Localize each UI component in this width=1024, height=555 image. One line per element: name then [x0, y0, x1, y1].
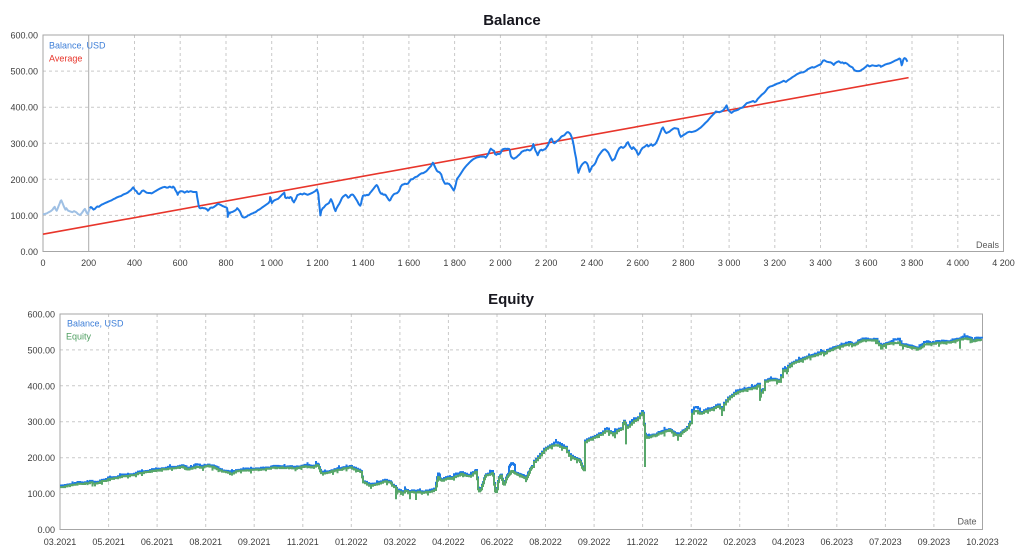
svg-text:04.2022: 04.2022: [432, 537, 465, 547]
svg-text:0.00: 0.00: [37, 525, 55, 535]
svg-text:2 600: 2 600: [626, 258, 649, 268]
svg-text:09.2021: 09.2021: [238, 537, 271, 547]
svg-text:1 200: 1 200: [306, 258, 329, 268]
svg-text:300.00: 300.00: [27, 417, 55, 427]
svg-text:05.2021: 05.2021: [92, 537, 125, 547]
svg-text:200.00: 200.00: [10, 175, 38, 185]
svg-text:3 600: 3 600: [855, 258, 878, 268]
svg-text:300.00: 300.00: [10, 139, 38, 149]
svg-text:2 800: 2 800: [672, 258, 695, 268]
svg-text:Equity: Equity: [66, 332, 92, 342]
svg-text:0.00: 0.00: [20, 247, 38, 257]
svg-text:1 600: 1 600: [398, 258, 421, 268]
svg-text:01.2022: 01.2022: [335, 537, 368, 547]
svg-text:Deals: Deals: [976, 240, 1000, 250]
svg-text:Equity: Equity: [488, 291, 534, 308]
svg-text:06.2023: 06.2023: [821, 537, 854, 547]
svg-text:100.00: 100.00: [27, 489, 55, 499]
svg-text:3 800: 3 800: [901, 258, 924, 268]
svg-text:03.2021: 03.2021: [44, 537, 77, 547]
svg-text:11.2021: 11.2021: [287, 537, 319, 547]
svg-text:4 000: 4 000: [947, 258, 970, 268]
svg-text:3 200: 3 200: [764, 258, 787, 268]
svg-text:09.2022: 09.2022: [578, 537, 611, 547]
svg-text:08.2021: 08.2021: [189, 537, 222, 547]
svg-text:Balance, USD: Balance, USD: [49, 41, 106, 51]
svg-text:200: 200: [81, 258, 96, 268]
svg-text:04.2023: 04.2023: [772, 537, 805, 547]
svg-text:10.2023: 10.2023: [966, 537, 999, 547]
svg-text:800: 800: [218, 258, 233, 268]
svg-text:Balance, USD: Balance, USD: [67, 319, 124, 329]
svg-text:Average: Average: [49, 54, 82, 64]
svg-text:3 000: 3 000: [718, 258, 741, 268]
svg-text:0: 0: [40, 258, 45, 268]
svg-text:03.2022: 03.2022: [384, 537, 417, 547]
svg-text:600.00: 600.00: [27, 310, 55, 320]
svg-text:2 200: 2 200: [535, 258, 558, 268]
svg-text:1 800: 1 800: [443, 258, 466, 268]
svg-text:1 000: 1 000: [260, 258, 283, 268]
svg-text:600.00: 600.00: [10, 31, 38, 41]
svg-text:400.00: 400.00: [27, 381, 55, 391]
svg-text:2 000: 2 000: [489, 258, 512, 268]
svg-text:600: 600: [173, 258, 188, 268]
svg-text:3 400: 3 400: [809, 258, 832, 268]
svg-text:1 400: 1 400: [352, 258, 375, 268]
svg-text:100.00: 100.00: [10, 211, 38, 221]
svg-text:500.00: 500.00: [27, 345, 55, 355]
svg-text:200.00: 200.00: [27, 453, 55, 463]
svg-text:07.2023: 07.2023: [869, 537, 902, 547]
svg-text:400.00: 400.00: [10, 103, 38, 113]
svg-text:08.2022: 08.2022: [529, 537, 562, 547]
svg-text:09.2023: 09.2023: [918, 537, 951, 547]
svg-text:12.2022: 12.2022: [675, 537, 708, 547]
svg-text:400: 400: [127, 258, 142, 268]
svg-text:11.2022: 11.2022: [627, 537, 659, 547]
svg-text:02.2023: 02.2023: [723, 537, 756, 547]
svg-text:500.00: 500.00: [10, 67, 38, 77]
svg-text:2 400: 2 400: [581, 258, 604, 268]
svg-text:06.2021: 06.2021: [141, 537, 174, 547]
svg-text:4 200: 4 200: [992, 258, 1015, 268]
svg-text:Balance: Balance: [483, 12, 541, 29]
svg-text:06.2022: 06.2022: [481, 537, 514, 547]
svg-text:Date: Date: [957, 517, 976, 527]
